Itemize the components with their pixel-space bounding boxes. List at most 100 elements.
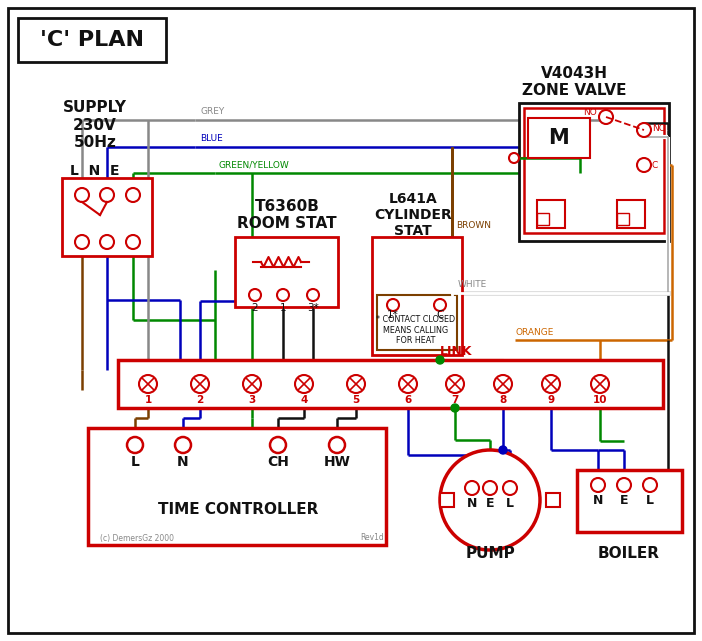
Circle shape: [100, 235, 114, 249]
Circle shape: [249, 289, 261, 301]
Text: E: E: [486, 497, 494, 510]
Text: M: M: [549, 128, 569, 148]
Text: V4043H
ZONE VALVE: V4043H ZONE VALVE: [522, 66, 626, 98]
Text: CH: CH: [267, 455, 289, 469]
FancyBboxPatch shape: [617, 213, 629, 225]
Circle shape: [637, 123, 651, 137]
FancyBboxPatch shape: [118, 360, 663, 408]
Circle shape: [347, 375, 365, 393]
Circle shape: [434, 299, 446, 311]
Circle shape: [387, 299, 399, 311]
Circle shape: [451, 404, 459, 412]
Circle shape: [591, 375, 609, 393]
FancyBboxPatch shape: [537, 200, 565, 228]
Text: BROWN: BROWN: [456, 221, 491, 229]
Text: 9: 9: [548, 395, 555, 405]
Circle shape: [75, 188, 89, 202]
Text: ORANGE: ORANGE: [515, 328, 553, 337]
Circle shape: [643, 478, 657, 492]
Text: 4: 4: [300, 395, 307, 405]
Text: 1: 1: [145, 395, 152, 405]
FancyBboxPatch shape: [537, 213, 549, 225]
Circle shape: [591, 478, 605, 492]
Circle shape: [307, 289, 319, 301]
FancyBboxPatch shape: [524, 108, 664, 233]
Text: C: C: [652, 160, 658, 169]
Text: N: N: [467, 497, 477, 510]
Text: 10: 10: [592, 395, 607, 405]
Text: Rev1d: Rev1d: [360, 533, 384, 542]
Text: 8: 8: [499, 395, 507, 405]
Circle shape: [499, 446, 507, 454]
Circle shape: [503, 481, 517, 495]
Circle shape: [270, 437, 286, 453]
FancyBboxPatch shape: [377, 295, 457, 350]
Circle shape: [440, 450, 540, 550]
Text: 3*: 3*: [307, 303, 319, 313]
Circle shape: [329, 437, 345, 453]
Text: NC: NC: [652, 124, 665, 133]
Circle shape: [75, 235, 89, 249]
Circle shape: [637, 158, 651, 172]
FancyBboxPatch shape: [528, 118, 590, 158]
Circle shape: [295, 375, 313, 393]
Text: 6: 6: [404, 395, 411, 405]
Text: TIME CONTROLLER: TIME CONTROLLER: [158, 503, 318, 517]
Text: L  N  E: L N E: [70, 164, 120, 178]
Text: HW: HW: [324, 455, 350, 469]
Text: L: L: [646, 494, 654, 506]
Circle shape: [446, 375, 464, 393]
Text: E: E: [620, 494, 628, 506]
Text: BOILER: BOILER: [598, 547, 660, 562]
Circle shape: [436, 356, 444, 364]
Circle shape: [599, 110, 613, 124]
Circle shape: [126, 188, 140, 202]
FancyBboxPatch shape: [88, 428, 386, 545]
FancyBboxPatch shape: [546, 493, 560, 507]
Text: 1: 1: [279, 303, 286, 313]
Text: 2: 2: [197, 395, 204, 405]
FancyBboxPatch shape: [62, 178, 152, 256]
Text: PUMP: PUMP: [465, 547, 515, 562]
Circle shape: [191, 375, 209, 393]
FancyBboxPatch shape: [519, 103, 669, 241]
FancyBboxPatch shape: [372, 237, 462, 355]
Text: NO: NO: [583, 108, 597, 117]
FancyBboxPatch shape: [617, 200, 645, 228]
Circle shape: [509, 153, 519, 163]
Text: GREEN/YELLOW: GREEN/YELLOW: [218, 160, 289, 169]
Circle shape: [483, 481, 497, 495]
Text: L: L: [506, 497, 514, 510]
Text: 7: 7: [451, 395, 458, 405]
Circle shape: [139, 375, 157, 393]
Text: 5: 5: [352, 395, 359, 405]
Text: C: C: [437, 310, 444, 320]
Text: L: L: [131, 455, 140, 469]
Text: 1*: 1*: [387, 310, 399, 320]
Circle shape: [243, 375, 261, 393]
Text: BLUE: BLUE: [200, 134, 223, 143]
FancyBboxPatch shape: [235, 237, 338, 307]
Circle shape: [399, 375, 417, 393]
Text: WHITE: WHITE: [458, 280, 487, 289]
FancyBboxPatch shape: [440, 493, 454, 507]
Circle shape: [494, 375, 512, 393]
Text: LINK: LINK: [439, 344, 472, 358]
Circle shape: [277, 289, 289, 301]
Circle shape: [127, 437, 143, 453]
FancyBboxPatch shape: [8, 8, 694, 633]
Text: 2: 2: [252, 303, 258, 313]
Circle shape: [617, 478, 631, 492]
Text: GREY: GREY: [200, 107, 224, 116]
Text: N: N: [592, 494, 603, 506]
Text: 'C' PLAN: 'C' PLAN: [40, 30, 144, 50]
Circle shape: [465, 481, 479, 495]
Circle shape: [126, 235, 140, 249]
Text: SUPPLY
230V
50Hz: SUPPLY 230V 50Hz: [63, 100, 127, 150]
Circle shape: [175, 437, 191, 453]
Text: L641A
CYLINDER
STAT: L641A CYLINDER STAT: [374, 192, 452, 238]
Circle shape: [542, 375, 560, 393]
FancyBboxPatch shape: [577, 470, 682, 532]
Text: * CONTACT CLOSED
MEANS CALLING
FOR HEAT: * CONTACT CLOSED MEANS CALLING FOR HEAT: [376, 315, 456, 345]
Text: (c) DemersGz 2000: (c) DemersGz 2000: [100, 533, 174, 542]
